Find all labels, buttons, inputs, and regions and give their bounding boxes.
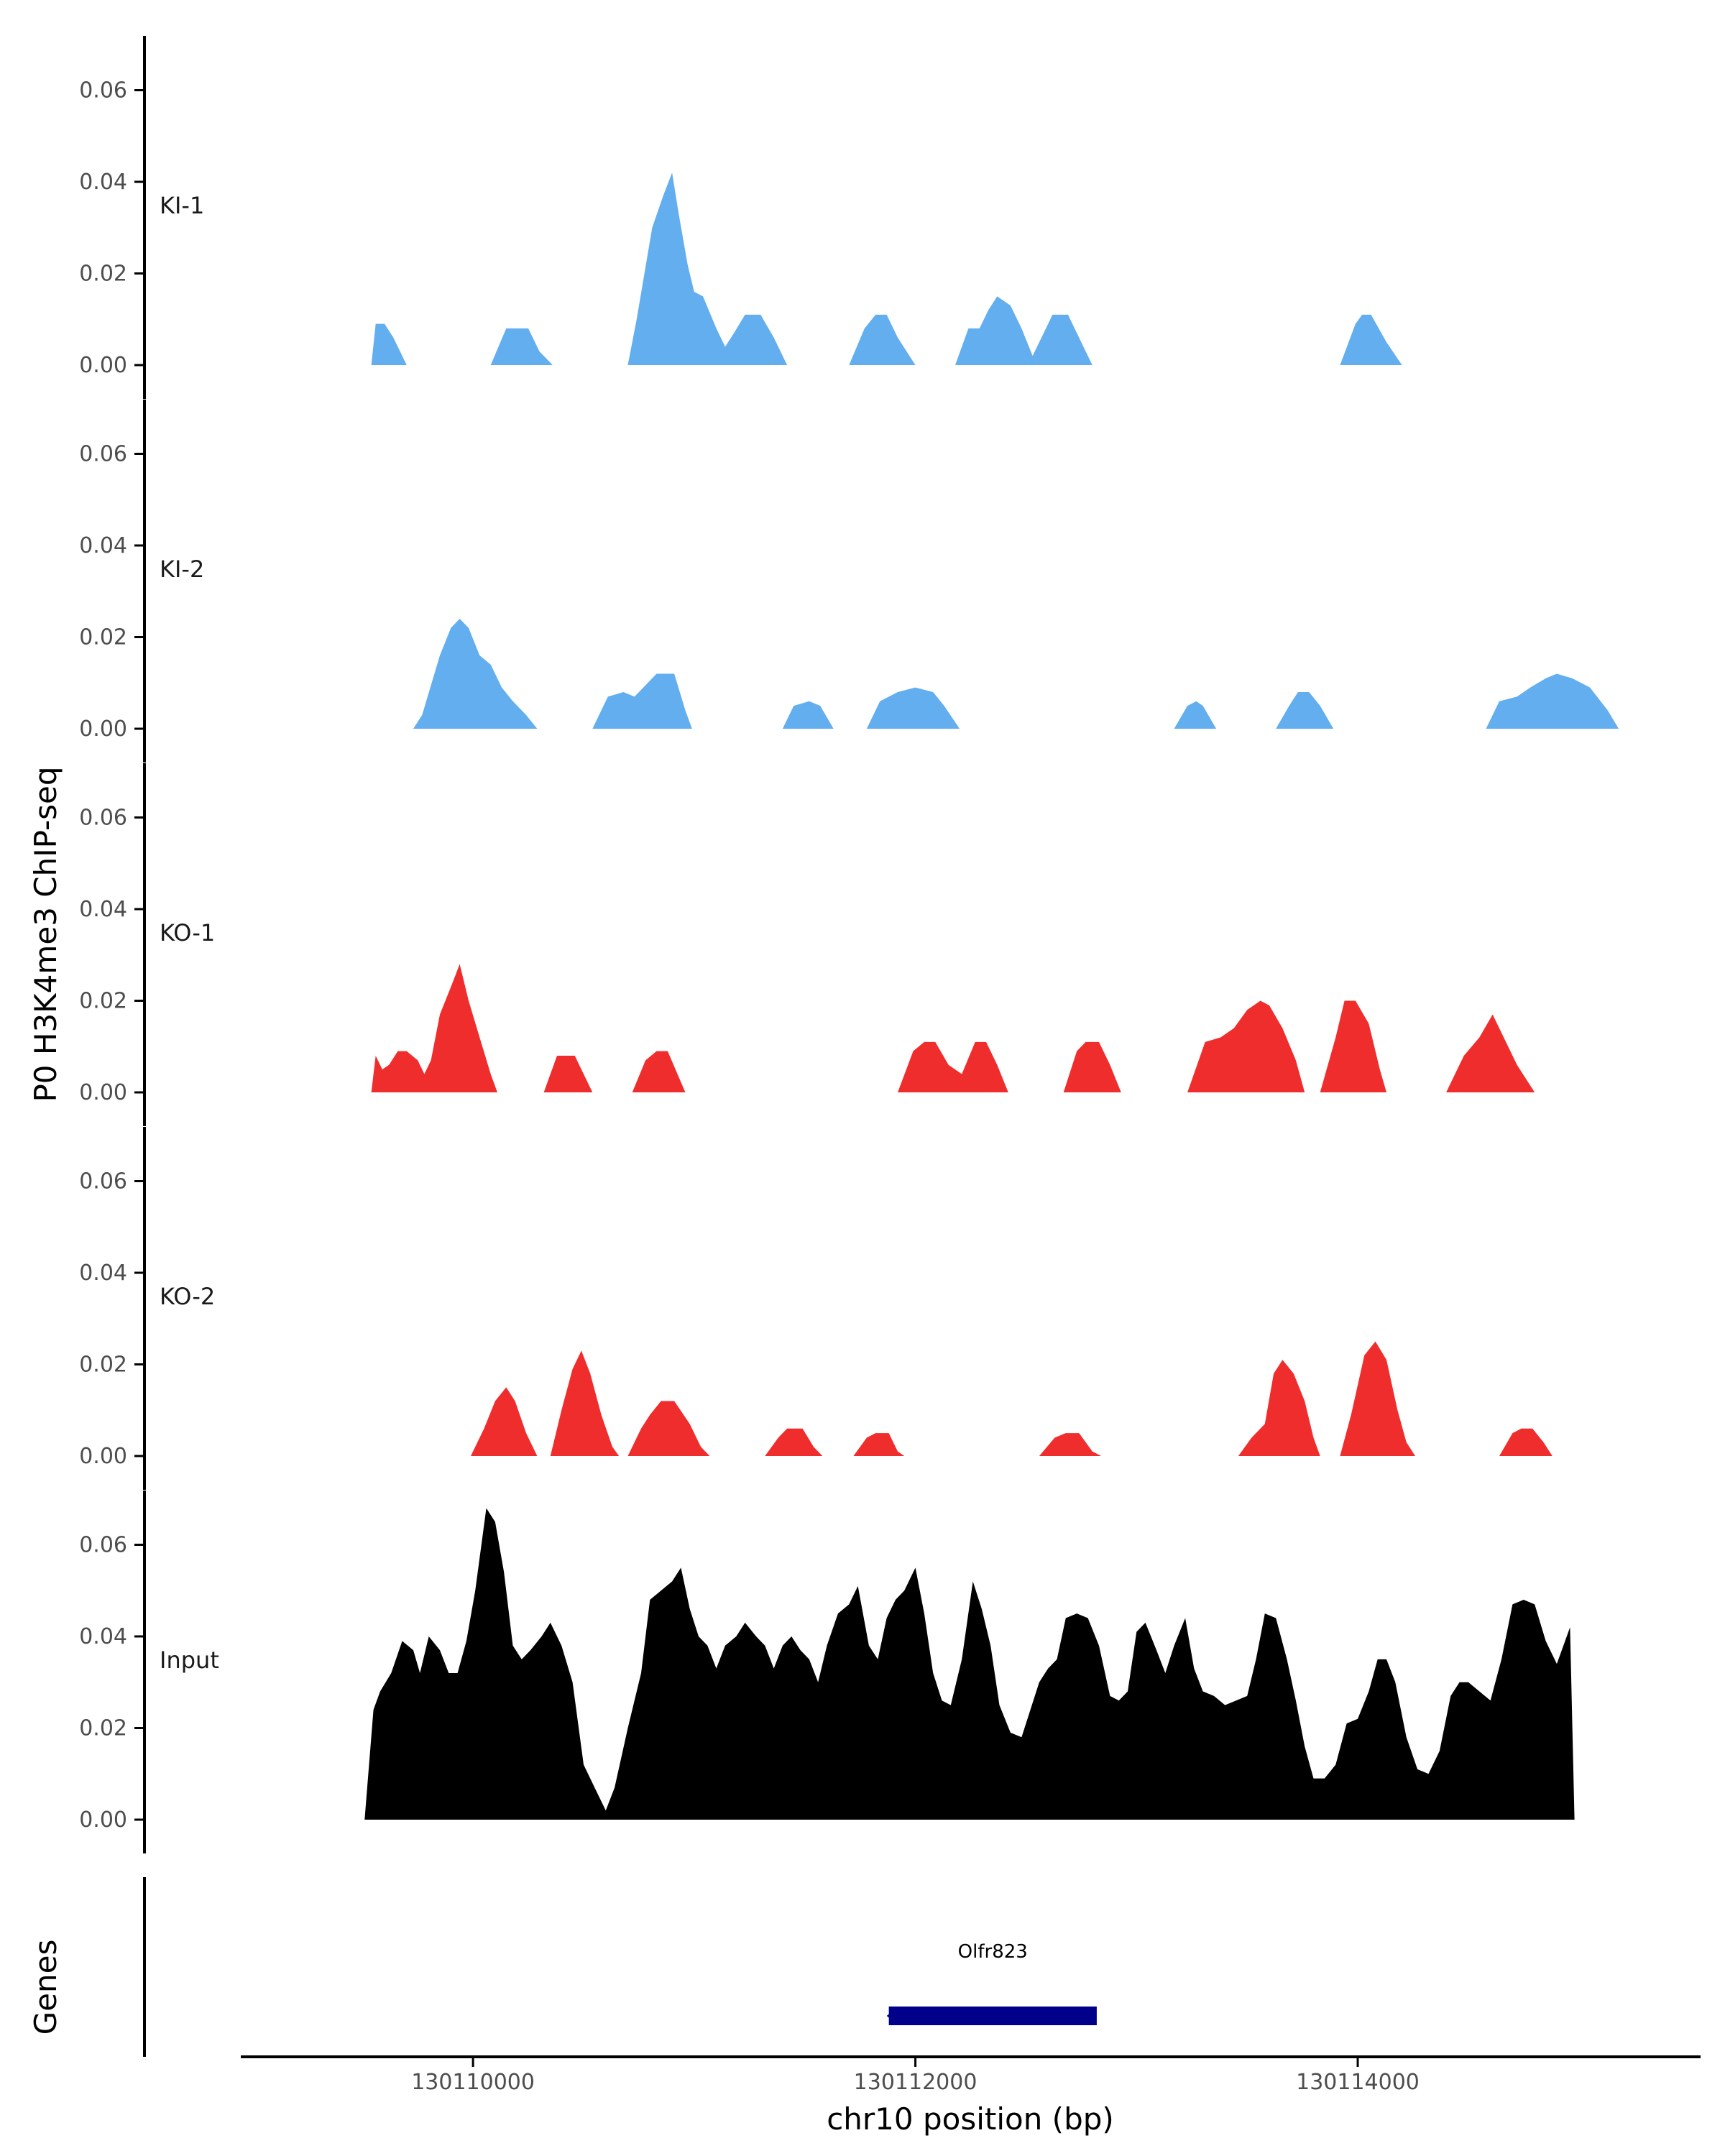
y-tick-label: 0.06 bbox=[79, 1169, 127, 1194]
track-input: 0.00 0.02 0.04 0.06 Input bbox=[79, 1491, 1575, 1853]
y-tick-label: 0.06 bbox=[79, 78, 127, 103]
track-label: KO-1 bbox=[160, 919, 215, 946]
signal-area-ki-1-4 bbox=[849, 314, 916, 365]
y-tick-label: 0.02 bbox=[79, 262, 127, 287]
y-axis-title: P0 H3K4me3 ChIP-seq bbox=[28, 766, 63, 1102]
y-tick-label: 0.00 bbox=[79, 1807, 127, 1833]
track-ko-1: 0.00 0.02 0.04 0.06 KO-1 bbox=[79, 763, 1535, 1126]
y-tick-label: 0.02 bbox=[79, 1353, 127, 1378]
y-tick-label: 0.02 bbox=[79, 1716, 127, 1741]
tracks-layer: 0.00 0.02 0.04 0.06 KI-1 0.00 0.02 0.04 0.06 KI-2… bbox=[79, 36, 1619, 1853]
signal-area-ki-2-5 bbox=[1174, 701, 1217, 729]
signal-area-ko-1-4 bbox=[898, 1041, 1008, 1092]
track-label: KI-2 bbox=[160, 556, 204, 583]
track-ki-1: 0.00 0.02 0.04 0.06 KI-1 bbox=[79, 36, 1402, 399]
signal-area-ki-1-3 bbox=[627, 172, 788, 366]
genes-track-title: Genes bbox=[28, 1940, 63, 2035]
y-tick-label: 0.04 bbox=[79, 1624, 127, 1649]
y-tick-label: 0.04 bbox=[79, 897, 127, 922]
x-axis: chr10 position (bp) 130110000 130112000 13… bbox=[241, 2055, 1701, 2137]
track-label: KI-1 bbox=[160, 192, 204, 219]
signal-area-ki-2-1 bbox=[413, 619, 538, 729]
gene-track: Genes Olfr823 bbox=[28, 1877, 1097, 2057]
signal-area-ki-2-3 bbox=[782, 701, 834, 729]
signal-area-ko-2-6 bbox=[1039, 1433, 1102, 1456]
signal-area-ki-2-7 bbox=[1486, 673, 1619, 729]
y-tick-label: 0.00 bbox=[79, 717, 127, 742]
signal-area-ki-1-6 bbox=[1340, 314, 1402, 365]
y-tick-label: 0.04 bbox=[79, 533, 127, 558]
signal-area-input-1 bbox=[364, 1508, 1575, 1820]
signal-area-ko-2-9 bbox=[1499, 1428, 1552, 1456]
signal-area-ki-2-6 bbox=[1276, 692, 1334, 729]
x-tick-label: 130114000 bbox=[1296, 2070, 1420, 2095]
gene-bar-olfr823 bbox=[888, 2007, 1097, 2025]
y-tick-label: 0.02 bbox=[79, 625, 127, 650]
x-tick-label: 130112000 bbox=[854, 2070, 978, 2095]
signal-area-ko-2-3 bbox=[627, 1401, 710, 1456]
track-label: Input bbox=[160, 1646, 219, 1674]
y-tick-label: 0.06 bbox=[79, 806, 127, 831]
y-tick-label: 0.00 bbox=[79, 353, 127, 378]
y-tick-label: 0.04 bbox=[79, 1261, 127, 1286]
signal-area-ko-1-1 bbox=[371, 964, 497, 1092]
signal-area-ko-2-7 bbox=[1238, 1360, 1320, 1456]
y-tick-label: 0.00 bbox=[79, 1444, 127, 1469]
y-tick-label: 0.02 bbox=[79, 989, 127, 1014]
signal-area-ko-1-6 bbox=[1187, 1000, 1305, 1092]
signal-area-ko-2-8 bbox=[1340, 1341, 1415, 1456]
gene-strand-arrow-icon bbox=[886, 2011, 893, 2021]
signal-area-ki-2-2 bbox=[592, 673, 692, 729]
x-tick-label: 130110000 bbox=[411, 2070, 535, 2095]
signal-area-ko-1-8 bbox=[1446, 1014, 1535, 1092]
signal-area-ko-2-4 bbox=[765, 1428, 823, 1456]
signal-area-ki-2-4 bbox=[866, 687, 960, 729]
track-label: KO-2 bbox=[160, 1283, 215, 1310]
signal-area-ko-1-2 bbox=[543, 1056, 593, 1092]
track-ko-2: 0.00 0.02 0.04 0.06 KO-2 bbox=[79, 1127, 1552, 1490]
y-tick-label: 0.00 bbox=[79, 1080, 127, 1105]
signal-area-ki-1-5 bbox=[955, 296, 1092, 365]
signal-area-ko-1-3 bbox=[632, 1051, 686, 1092]
x-axis-title: chr10 position (bp) bbox=[827, 2101, 1114, 2137]
gene-label: Olfr823 bbox=[958, 1941, 1028, 1963]
y-tick-label: 0.06 bbox=[79, 442, 127, 467]
signal-area-ki-1-2 bbox=[490, 328, 553, 365]
track-ki-2: 0.00 0.02 0.04 0.06 KI-2 bbox=[79, 400, 1619, 763]
signal-area-ko-2-1 bbox=[471, 1387, 538, 1456]
signal-area-ki-1-1 bbox=[371, 323, 407, 365]
signal-area-ko-2-2 bbox=[550, 1350, 620, 1456]
signal-area-ko-1-5 bbox=[1063, 1041, 1121, 1092]
y-tick-label: 0.04 bbox=[79, 170, 127, 195]
y-tick-label: 0.06 bbox=[79, 1533, 127, 1558]
signal-area-ko-1-7 bbox=[1320, 1000, 1386, 1092]
signal-area-ko-2-5 bbox=[853, 1433, 905, 1456]
